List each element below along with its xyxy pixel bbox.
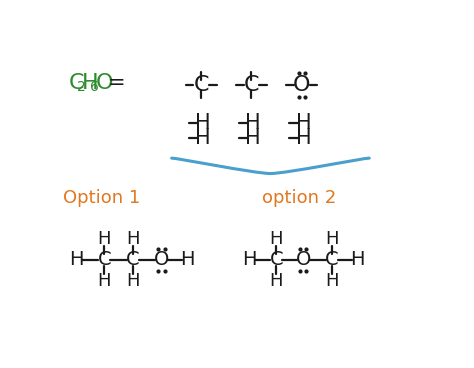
Text: 2: 2 xyxy=(77,79,86,93)
Text: C: C xyxy=(69,72,84,93)
Text: 6: 6 xyxy=(90,79,99,93)
Text: H: H xyxy=(195,113,210,134)
Text: O: O xyxy=(296,250,311,269)
Text: H: H xyxy=(82,72,98,93)
Text: H: H xyxy=(98,272,111,290)
Text: H: H xyxy=(245,128,261,148)
Text: option 2: option 2 xyxy=(263,189,337,207)
Text: H: H xyxy=(270,272,283,290)
Text: H: H xyxy=(180,250,194,269)
Text: H: H xyxy=(69,250,83,269)
Text: H: H xyxy=(195,128,210,148)
Text: H: H xyxy=(325,272,339,290)
Text: Option 1: Option 1 xyxy=(63,189,140,207)
Text: O: O xyxy=(293,75,310,95)
Text: H: H xyxy=(126,230,140,248)
Text: H: H xyxy=(245,113,261,134)
Text: H: H xyxy=(270,230,283,248)
Text: C: C xyxy=(126,250,140,269)
Text: H: H xyxy=(296,128,311,148)
Text: O: O xyxy=(96,72,113,93)
Text: H: H xyxy=(126,272,140,290)
Text: C: C xyxy=(269,250,283,269)
Text: H: H xyxy=(98,230,111,248)
Text: H: H xyxy=(242,250,256,269)
Text: H: H xyxy=(296,113,311,134)
Text: C: C xyxy=(97,250,111,269)
Text: =: = xyxy=(107,72,125,93)
Text: C: C xyxy=(244,75,259,95)
Text: C: C xyxy=(325,250,339,269)
Text: O: O xyxy=(154,250,169,269)
Text: H: H xyxy=(350,250,365,269)
Text: H: H xyxy=(325,230,339,248)
Text: C: C xyxy=(193,75,209,95)
